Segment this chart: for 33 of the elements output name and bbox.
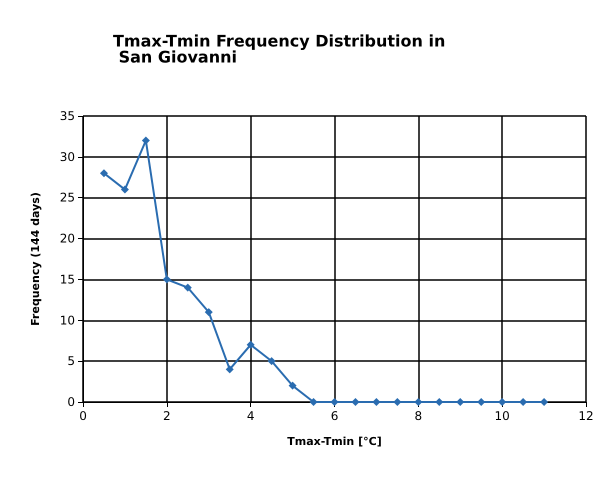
x-tick-label: 12 (578, 409, 594, 423)
point (288, 382, 297, 390)
point (456, 398, 464, 406)
y-tick-label: 0 (67, 395, 75, 409)
x-tick-label: 8 (414, 409, 422, 423)
y-tick-label: 5 (67, 354, 75, 368)
chart-title: Tmax-Tmin Frequency Distribution in San Giovanni (113, 32, 446, 66)
point (435, 398, 444, 406)
x-tick-label: 2 (163, 409, 171, 423)
point (519, 398, 528, 406)
point (162, 275, 171, 284)
point (268, 357, 276, 366)
y-tick-label: 25 (60, 190, 75, 205)
point (184, 284, 192, 292)
x-axis-title: Tmax-Tmin [°C] (287, 435, 382, 448)
y-tick-label: 15 (60, 272, 75, 286)
point (246, 340, 255, 349)
point (226, 365, 234, 374)
x-tick-label: 6 (330, 409, 338, 423)
point (540, 398, 548, 406)
y-axis-title: Frequency (144 days) (29, 192, 42, 326)
y-tick-label: 30 (60, 150, 75, 164)
point (204, 308, 213, 316)
y-tick-label: 10 (60, 313, 75, 328)
x-tick-label: 0 (79, 409, 87, 423)
point (100, 169, 108, 178)
y-tick-label: 35 (60, 109, 75, 123)
point (477, 398, 486, 406)
point (120, 186, 129, 194)
x-tick-label: 10 (494, 409, 510, 423)
x-tick-label: 4 (246, 409, 254, 423)
point (393, 398, 402, 406)
y-tick-label: 20 (60, 232, 75, 246)
